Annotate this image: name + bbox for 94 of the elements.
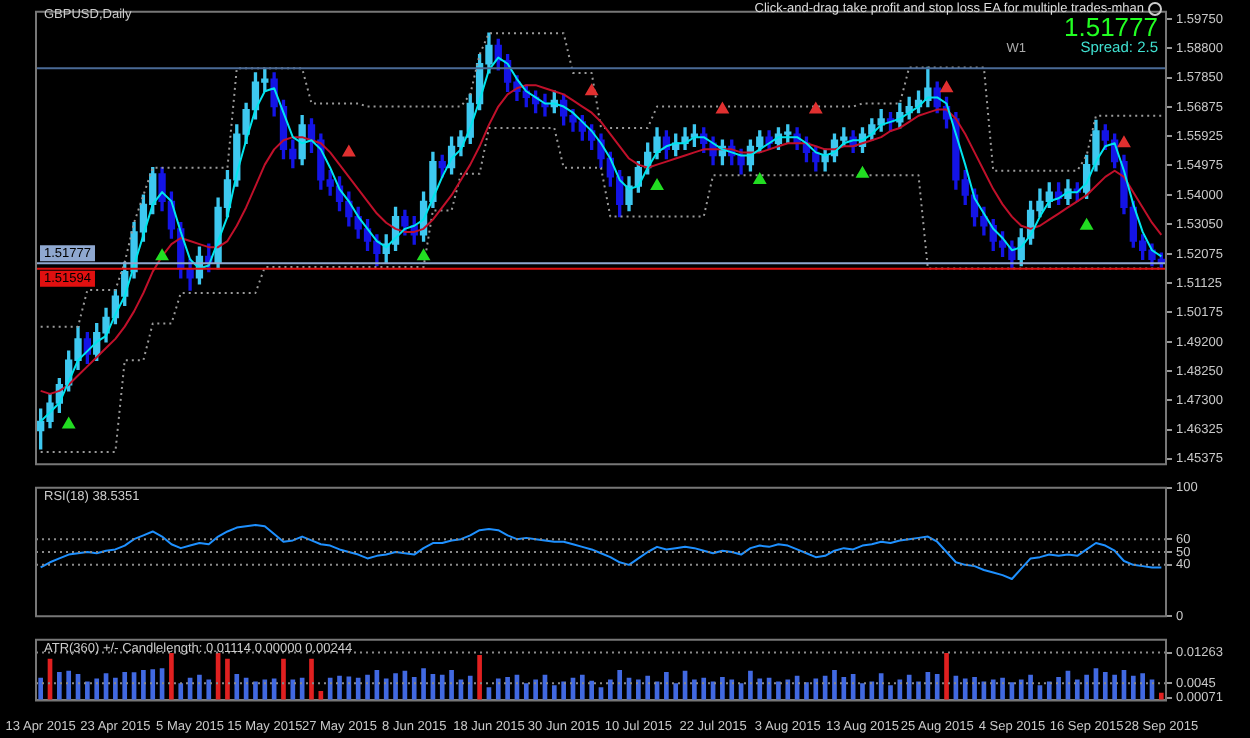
bar: [944, 653, 949, 701]
bar: [178, 683, 184, 701]
bar: [832, 670, 837, 701]
bar: [551, 685, 557, 701]
bar: [729, 679, 735, 701]
bar: [813, 678, 819, 701]
bar: [673, 683, 679, 701]
bar: [990, 679, 996, 701]
bar: [561, 681, 566, 701]
point: [1080, 218, 1093, 230]
bar: [841, 676, 847, 701]
point: [940, 81, 953, 93]
bar: [869, 681, 875, 701]
bar: [533, 679, 538, 701]
bar: [495, 678, 501, 701]
point: [650, 179, 664, 191]
bar: [141, 670, 146, 701]
bar: [169, 653, 174, 701]
bar: [327, 677, 333, 701]
bar: [262, 679, 268, 701]
bar: [888, 685, 893, 701]
bar: [701, 677, 707, 701]
bar: [878, 673, 884, 701]
bar: [290, 679, 296, 701]
bar: [1046, 681, 1052, 701]
bar: [393, 673, 398, 701]
bar: [1056, 676, 1061, 701]
bar: [66, 670, 72, 701]
bar: [1112, 674, 1117, 701]
point: [809, 102, 822, 114]
bar: [589, 680, 594, 701]
bar: [225, 658, 230, 701]
bar: [972, 676, 977, 701]
bar: [113, 677, 118, 701]
bar: [1102, 671, 1108, 701]
bar: [934, 673, 940, 701]
bar: [785, 679, 791, 701]
bar: [57, 671, 62, 701]
bar: [94, 678, 100, 701]
bar: [206, 679, 212, 701]
bar: [1000, 677, 1005, 701]
point: [155, 249, 169, 261]
bar: [234, 673, 240, 701]
annotation: 1.51777: [1064, 12, 1158, 42]
point: [585, 84, 598, 96]
bar: [692, 679, 697, 701]
bar: [1130, 675, 1136, 701]
bar: [1018, 679, 1024, 701]
bar: [467, 675, 473, 701]
bar: [309, 658, 314, 701]
bar: [355, 677, 361, 701]
bar: [439, 674, 445, 701]
bar: [505, 676, 510, 701]
bar: [804, 682, 809, 701]
bar: [1074, 679, 1080, 701]
point: [417, 249, 430, 261]
bar: [337, 675, 342, 701]
bar: [636, 679, 641, 701]
point: [856, 166, 869, 178]
bar: [748, 670, 753, 701]
bar: [449, 670, 454, 701]
point: [753, 172, 766, 184]
bar: [477, 654, 482, 701]
bar: [1028, 674, 1033, 701]
bar: [197, 674, 202, 701]
bar: [365, 674, 370, 701]
bar: [579, 674, 585, 701]
bar: [860, 683, 865, 701]
bar: [150, 669, 156, 701]
bar: [757, 678, 763, 701]
bar: [411, 676, 417, 701]
bar: [916, 681, 921, 701]
bar: [523, 683, 529, 701]
bar: [281, 658, 286, 701]
bar: [776, 681, 781, 701]
point: [1117, 136, 1131, 148]
bar: [645, 675, 651, 701]
bar: [85, 681, 90, 701]
point: [716, 102, 729, 114]
bar: [38, 677, 43, 701]
bar: [720, 676, 725, 701]
bar: [383, 678, 389, 701]
bar: [1084, 674, 1089, 701]
bar: [617, 670, 623, 701]
bar: [962, 678, 968, 701]
bar: [1140, 673, 1145, 701]
bar: [253, 681, 258, 701]
bar: [122, 671, 128, 701]
point: [62, 417, 75, 429]
bar: [906, 674, 912, 701]
bar: [664, 671, 669, 701]
bar: [608, 679, 613, 701]
point: [342, 145, 356, 157]
bar: [421, 668, 426, 701]
